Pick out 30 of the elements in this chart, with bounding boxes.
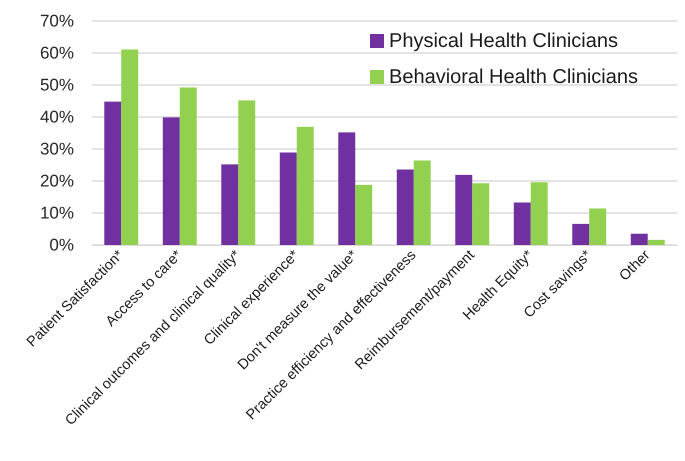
y-tick-label: 10% bbox=[40, 204, 74, 222]
legend-label: Behavioral Health Clinicians bbox=[388, 66, 638, 88]
bar bbox=[455, 174, 472, 245]
y-tick-label: 70% bbox=[40, 12, 74, 30]
bar bbox=[280, 152, 297, 245]
y-tick-label: 60% bbox=[40, 44, 74, 62]
bar bbox=[355, 184, 372, 245]
bar bbox=[121, 49, 138, 245]
y-tick-label: 20% bbox=[40, 172, 74, 190]
y-tick-label: 40% bbox=[40, 108, 74, 126]
legend-label: Physical Health Clinicians bbox=[388, 30, 618, 52]
bar bbox=[221, 164, 238, 245]
bar bbox=[472, 183, 490, 245]
bar bbox=[414, 160, 431, 245]
y-tick-label: 0% bbox=[49, 236, 74, 254]
bar bbox=[572, 224, 590, 245]
bar bbox=[180, 88, 197, 245]
y-tick-label: 30% bbox=[40, 140, 74, 158]
bar bbox=[238, 100, 256, 245]
bar bbox=[338, 132, 356, 245]
bar bbox=[589, 208, 606, 245]
bar bbox=[514, 202, 531, 245]
y-tick-label: 50% bbox=[40, 76, 74, 94]
bar bbox=[630, 234, 648, 245]
bar bbox=[104, 102, 122, 245]
bar bbox=[162, 117, 180, 245]
bar bbox=[296, 126, 314, 245]
bar bbox=[530, 182, 548, 245]
bar bbox=[396, 169, 414, 245]
bar bbox=[648, 240, 665, 245]
